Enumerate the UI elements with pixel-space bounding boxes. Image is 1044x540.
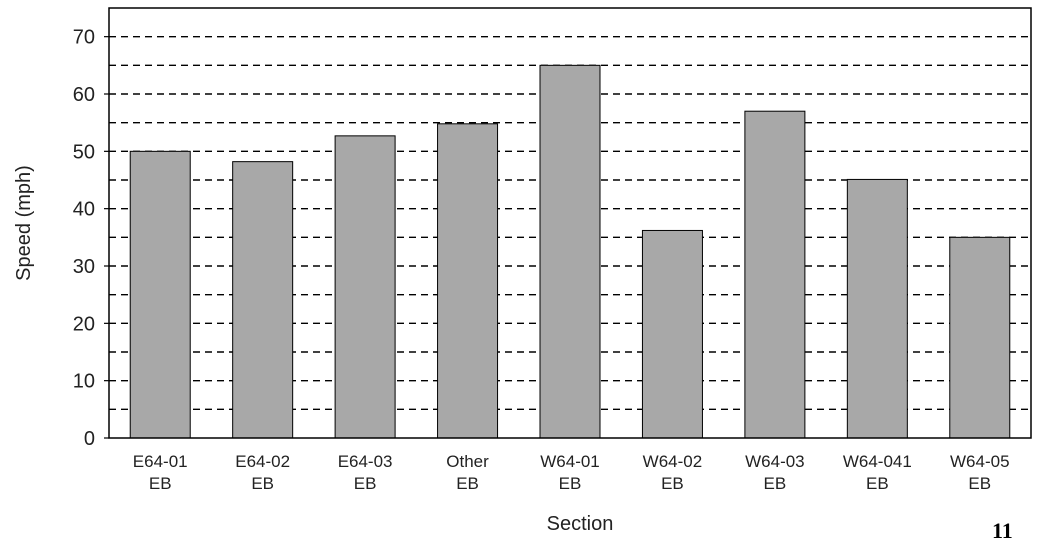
bar: [641, 229, 703, 439]
x-tick-label: W64-041: [843, 452, 912, 471]
x-tick-label: E64-02: [235, 452, 290, 471]
corner-mark: 11: [992, 518, 1013, 540]
bar: [539, 64, 601, 439]
x-axis-title: Section: [547, 513, 614, 535]
x-tick-label: EB: [354, 474, 377, 493]
y-tick-label: 60: [73, 84, 95, 106]
y-axis-title: Speed (mph): [13, 165, 35, 281]
x-tick-label: EB: [968, 474, 991, 493]
y-tick-label: 10: [73, 371, 95, 393]
bars: [129, 64, 1011, 439]
y-tick-label: 50: [73, 141, 95, 163]
x-tick-label: EB: [764, 474, 787, 493]
x-tick-label: EB: [661, 474, 684, 493]
x-tick-label: E64-03: [338, 452, 393, 471]
plot-frame: [108, 7, 1032, 439]
x-tick-label: Other: [446, 452, 489, 471]
x-tick-label: EB: [559, 474, 582, 493]
bar: [334, 135, 396, 439]
bar: [846, 178, 908, 439]
x-tick-label: EB: [456, 474, 479, 493]
x-tick-label: W64-01: [540, 452, 600, 471]
x-tick-label: EB: [149, 474, 172, 493]
y-tick-label: 30: [73, 256, 95, 278]
x-tick-label: W64-03: [745, 452, 805, 471]
x-tick-label: EB: [251, 474, 274, 493]
bar: [744, 110, 806, 439]
bar: [949, 236, 1011, 439]
bar: [437, 123, 499, 439]
y-tick-label: 40: [73, 199, 95, 221]
y-tick-label: 0: [84, 428, 95, 450]
x-tick-label: E64-01: [133, 452, 188, 471]
x-axis-labels: E64-01 EB E64-02 EB E64-03 EB Other EB W64-01 EB W…: [133, 452, 1010, 493]
x-tick-label: EB: [866, 474, 889, 493]
y-tick-label: 70: [73, 27, 95, 49]
y-axis-ticks: 0 10 20 30 40 50 60 70: [73, 27, 109, 450]
bar: [129, 150, 191, 439]
x-tick-label: W64-05: [950, 452, 1010, 471]
bar: [232, 161, 294, 439]
x-tick-label: W64-02: [643, 452, 703, 471]
y-tick-label: 20: [73, 313, 95, 335]
